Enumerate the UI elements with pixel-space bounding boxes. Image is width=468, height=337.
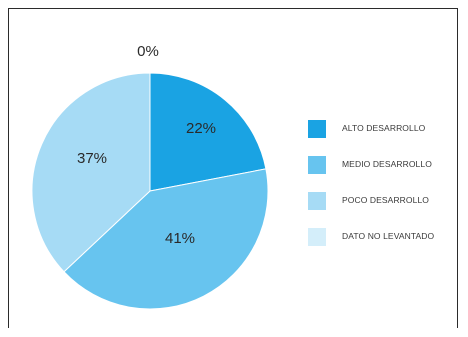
slice-label-alto-desarrollo: 22%	[186, 120, 216, 137]
legend-swatch-dato-no-levantado	[308, 228, 326, 246]
legend-swatch-medio-desarrollo	[308, 156, 326, 174]
legend-label-medio-desarrollo: MEDIO DESARROLLO	[342, 159, 432, 169]
legend-label-poco-desarrollo: POCO DESARROLLO	[342, 195, 429, 205]
slice-label-medio-desarrollo: 41%	[165, 230, 195, 247]
legend-label-dato-no-levantado: DATO NO LEVANTADO	[342, 231, 435, 241]
legend-swatch-poco-desarrollo	[308, 192, 326, 210]
slice-label-poco-desarrollo: 37%	[77, 150, 107, 167]
legend-label-alto-desarrollo: ALTO DESARROLLO	[342, 123, 426, 133]
frame-gap	[9, 327, 457, 329]
pie-slice-alto-desarrollo	[149, 72, 267, 192]
slice-label-dato-no-levantado: 0%	[137, 43, 159, 60]
legend-swatch-alto-desarrollo	[308, 120, 326, 138]
pie-slice-poco-desarrollo	[31, 72, 151, 273]
pie-slice-medio-desarrollo	[63, 168, 269, 310]
